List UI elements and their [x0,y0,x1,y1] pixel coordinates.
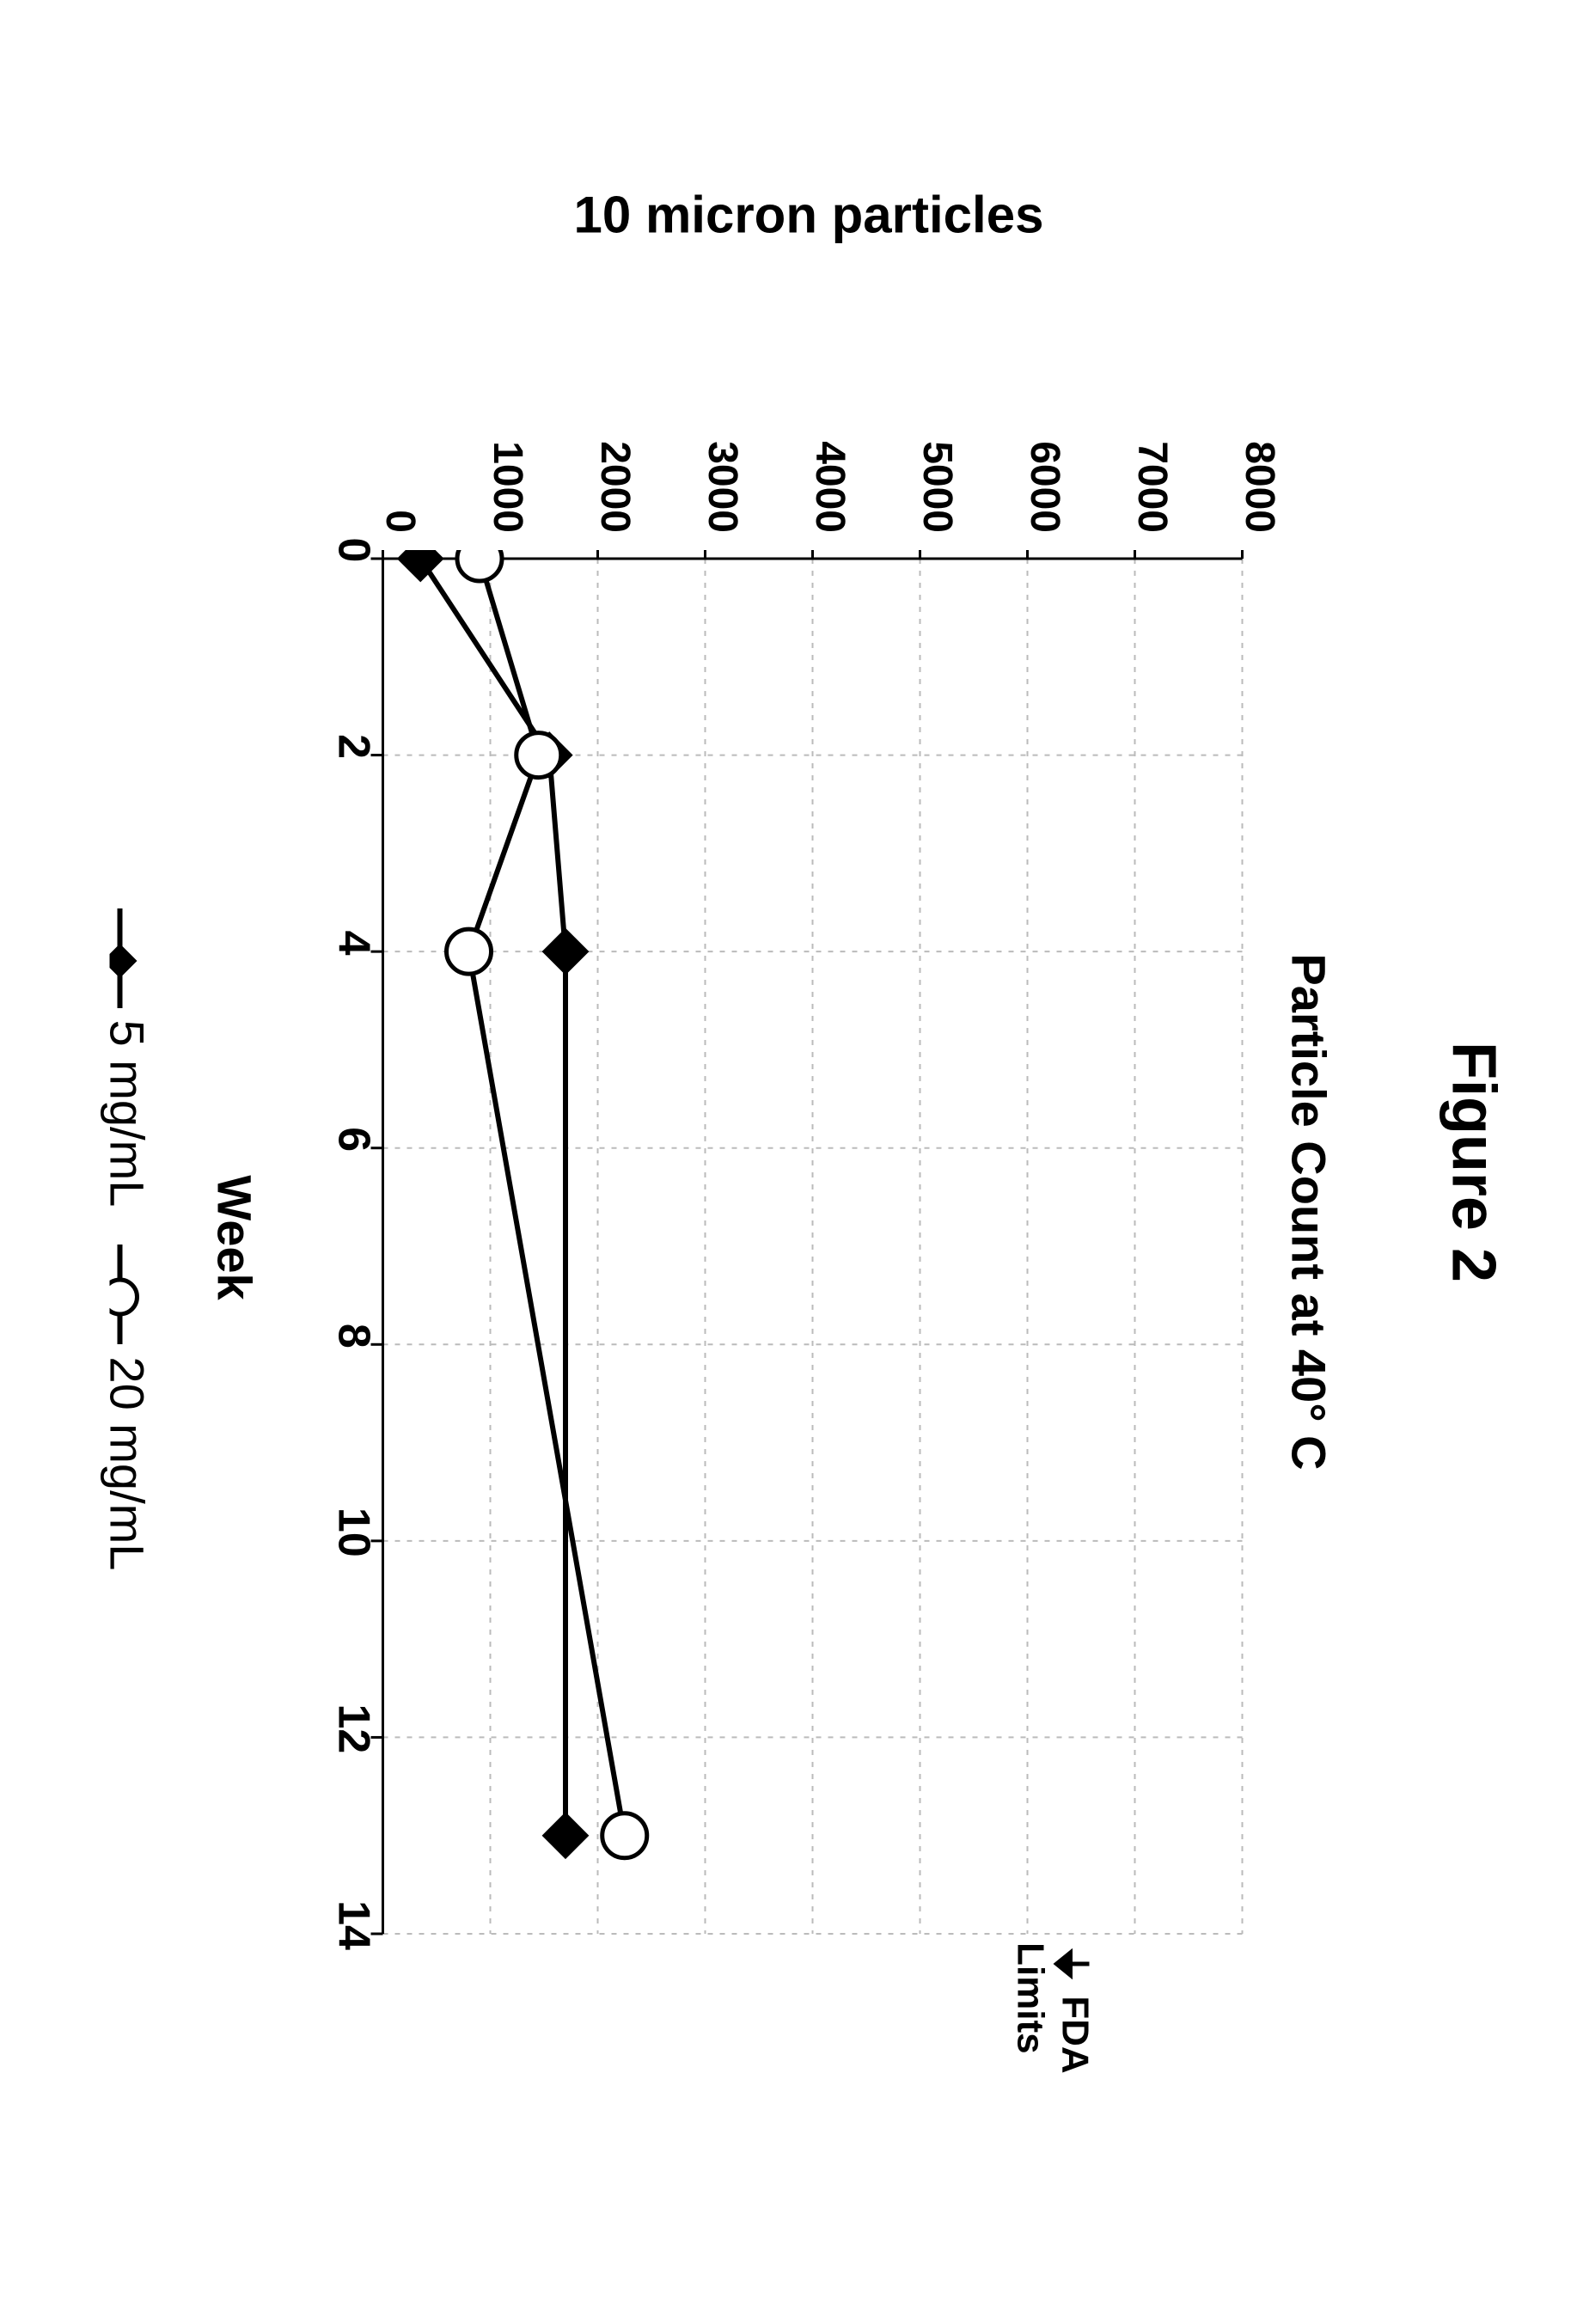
figure-title: Figure 2 [1438,0,1508,2324]
y-tick-label: 3000 [699,395,746,533]
chart-title: Particle Count at 40° C [1281,241,1336,2183]
x-axis-label: Week [206,550,262,1925]
legend-item: 5 mg/mL [99,905,155,1208]
y-tick-label: 4000 [806,395,853,533]
y-tick-label: 5000 [914,395,961,533]
y-tick-label: 8000 [1236,395,1283,533]
page: Figure 2 Particle Count at 40° C 10 micr… [0,0,1577,2324]
y-tick-label: 7000 [1128,395,1176,533]
legend-label: 5 mg/mL [99,1020,155,1208]
y-axis-label: 10 micron particles [379,186,1238,245]
legend-swatch [110,905,144,1008]
y-tick-label: 2000 [591,395,639,533]
legend-label: 20 mg/mL [99,1356,155,1570]
legend-item: 20 mg/mL [99,1241,155,1570]
y-tick-label: 1000 [484,395,531,533]
y-tick-label: 0 [376,395,424,533]
fda-limits-label: FDA Limits [1008,1942,1096,2183]
y-tick-label: 6000 [1021,395,1068,533]
chart-area: Particle Count at 40° C 10 micron partic… [176,241,1336,2183]
rotated-canvas: Figure 2 Particle Count at 40° C 10 micr… [0,0,1577,2324]
arrow-down-icon [1051,1942,1094,1985]
legend: 5 mg/mL 20 mg/mL [99,550,155,1925]
legend-swatch [110,1241,144,1344]
line-chart [365,550,1259,2028]
